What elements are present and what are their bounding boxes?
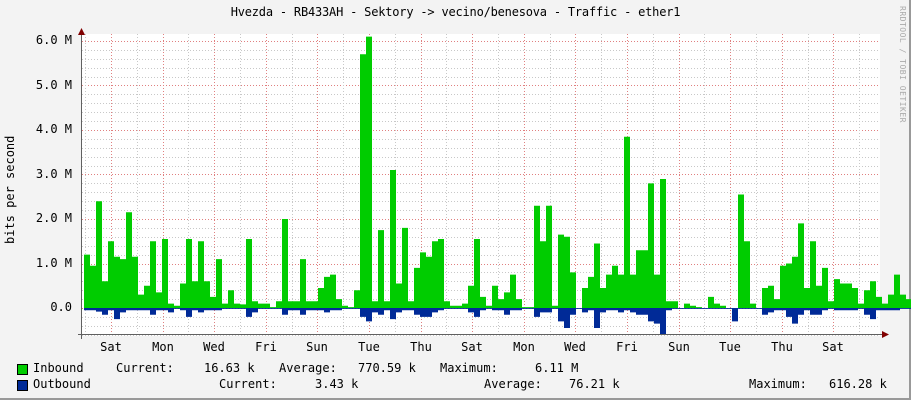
x-tick-label: Sat bbox=[100, 340, 122, 354]
inbound-swatch bbox=[17, 364, 28, 375]
x-tick-label: Wed bbox=[203, 340, 225, 354]
x-tick-label: Fri bbox=[616, 340, 638, 354]
chart-title: Hvezda - RB433AH - Sektory -> vecino/ben… bbox=[230, 5, 681, 19]
x-tick-label: Wed bbox=[564, 340, 586, 354]
inbound-current-label: Current: bbox=[116, 361, 174, 375]
y-tick-label: 2.0 M bbox=[35, 211, 72, 225]
x-tick-label: Sat bbox=[461, 340, 483, 354]
inbound-average-value: 770.59 k bbox=[358, 361, 416, 375]
outbound-label: Outbound bbox=[33, 377, 91, 391]
x-tick-label: Tue bbox=[719, 340, 741, 354]
y-tick-label: 0.0 bbox=[50, 300, 72, 314]
x-tick-label: Sat bbox=[822, 340, 844, 354]
inbound-maximum-value: 6.11 M bbox=[535, 361, 579, 375]
x-tick-label: Thu bbox=[410, 340, 432, 354]
outbound-current-label: Current: bbox=[219, 377, 277, 391]
y-tick-label: 4.0 M bbox=[35, 122, 72, 136]
x-tick-label: Mon bbox=[152, 340, 174, 354]
inbound-average-label: Average: bbox=[279, 361, 337, 375]
x-tick-label: Tue bbox=[358, 340, 380, 354]
outbound-average-value: 76.21 k bbox=[569, 377, 620, 391]
x-tick-label: Sun bbox=[668, 340, 690, 354]
x-tick-label: Fri bbox=[255, 340, 277, 354]
y-tick-label: 1.0 M bbox=[35, 256, 72, 270]
inbound-current-value: 16.63 k bbox=[204, 361, 255, 375]
outbound-current-value: 3.43 k bbox=[315, 377, 359, 391]
y-tick-label: 3.0 M bbox=[35, 167, 72, 181]
y-tick-label: 5.0 M bbox=[35, 78, 72, 92]
inbound-maximum-label: Maximum: bbox=[440, 361, 498, 375]
x-tick-label: Thu bbox=[771, 340, 793, 354]
x-tick-label: Mon bbox=[513, 340, 535, 354]
outbound-maximum-label: Maximum: bbox=[749, 377, 807, 391]
y-tick-label: 6.0 M bbox=[35, 33, 72, 47]
outbound-average-label: Average: bbox=[484, 377, 542, 391]
outbound-maximum-value: 616.28 k bbox=[829, 377, 887, 391]
rrdtool-watermark: RRDTOOL / TOBI OETIKER bbox=[898, 6, 907, 123]
outbound-swatch bbox=[17, 380, 28, 391]
x-tick-label: Sun bbox=[306, 340, 328, 354]
inbound-label: Inbound bbox=[33, 361, 84, 375]
